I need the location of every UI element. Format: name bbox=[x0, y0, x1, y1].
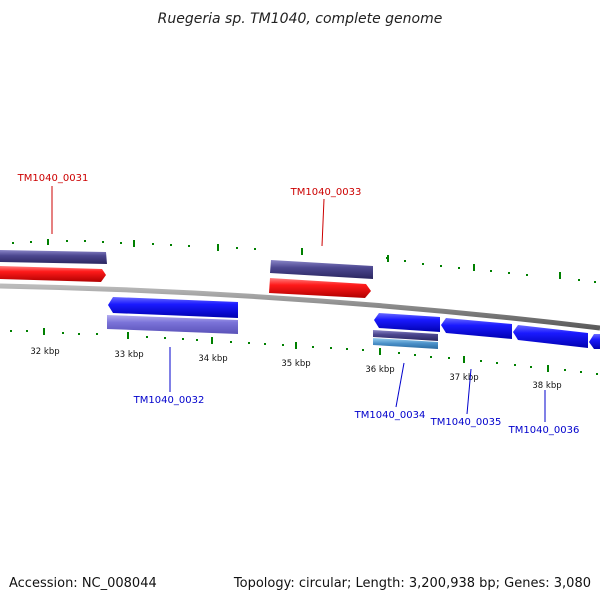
scale-label: 35 kbp bbox=[281, 359, 310, 369]
gene-label-tm1040-0033[interactable]: TM1040_0033 bbox=[290, 187, 362, 198]
gene-bar-tm1040-0032[interactable] bbox=[107, 315, 238, 334]
gene-bar-tm1040-0034[interactable] bbox=[373, 330, 438, 341]
gene-label-tm1040-0032[interactable]: TM1040_0032 bbox=[133, 395, 205, 406]
gene-label-tm1040-0035[interactable]: TM1040_0035 bbox=[430, 417, 502, 428]
gene-label-tm1040-0034[interactable]: TM1040_0034 bbox=[354, 410, 426, 421]
gene-arrow-tm1040-0036[interactable] bbox=[513, 325, 588, 348]
gene-arrow-partial[interactable] bbox=[589, 334, 600, 349]
scale-labels: 32 kbp 33 kbp 34 kbp 35 kbp 36 kbp 37 kb… bbox=[30, 347, 561, 391]
gene-arrow-tm1040-0032[interactable] bbox=[108, 297, 238, 318]
gene-bar-tm1040-0033[interactable] bbox=[270, 260, 373, 279]
forward-features bbox=[0, 250, 373, 298]
gene-labels: TM1040_0031 TM1040_0033 TM1040_0032 TM10… bbox=[17, 173, 580, 436]
scale-label: 32 kbp bbox=[30, 347, 59, 357]
upper-tick-row bbox=[12, 239, 596, 283]
scale-label: 37 kbp bbox=[449, 373, 478, 383]
genome-summary-text: Topology: circular; Length: 3,200,938 bp… bbox=[233, 576, 591, 591]
genome-backbone bbox=[0, 283, 600, 331]
lower-tick-row bbox=[10, 328, 598, 375]
gene-arrow-tm1040-0034[interactable] bbox=[374, 313, 440, 332]
gene-label-tm1040-0031[interactable]: TM1040_0031 bbox=[17, 173, 89, 184]
gene-arrow-tm1040-0035[interactable] bbox=[441, 318, 512, 339]
reverse-features bbox=[107, 297, 600, 349]
scale-label: 33 kbp bbox=[114, 350, 143, 360]
gene-bar2-tm1040-0034[interactable] bbox=[373, 338, 438, 349]
gene-arrow-tm1040-0033[interactable] bbox=[269, 278, 371, 298]
scale-label: 38 kbp bbox=[532, 381, 561, 391]
gene-label-tm1040-0036[interactable]: TM1040_0036 bbox=[508, 425, 580, 436]
page-title: Ruegeria sp. TM1040, complete genome bbox=[158, 11, 443, 27]
scale-label: 34 kbp bbox=[198, 354, 227, 364]
gene-bar-tm1040-0031[interactable] bbox=[0, 250, 107, 264]
scale-label: 36 kbp bbox=[365, 365, 394, 375]
accession-text: Accession: NC_008044 bbox=[9, 576, 157, 591]
label-leaders bbox=[51, 186, 546, 422]
gene-arrow-tm1040-0031[interactable] bbox=[0, 266, 106, 282]
